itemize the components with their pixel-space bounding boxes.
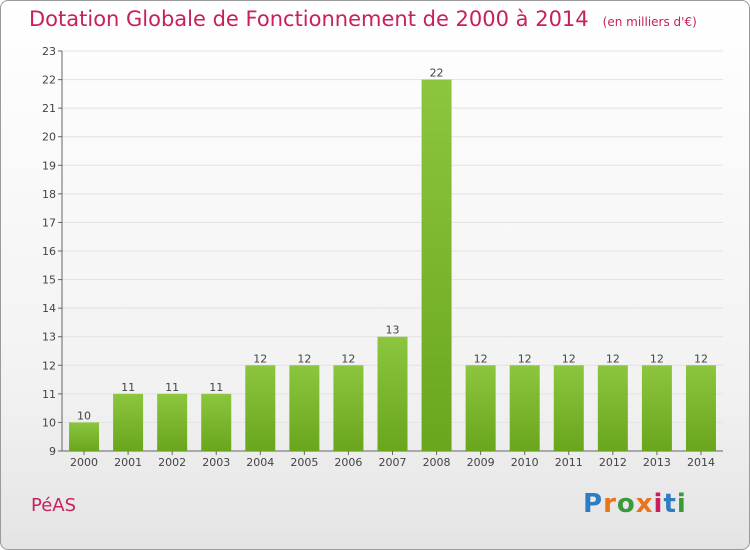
bar-2005 xyxy=(289,365,320,451)
bar-2008 xyxy=(421,79,452,452)
y-tick-label: 22 xyxy=(42,74,56,87)
x-tick-label: 2009 xyxy=(467,456,495,469)
chart-title-text: Dotation Globale de Fonctionnement de 20… xyxy=(29,7,589,31)
x-tick-label: 2000 xyxy=(70,456,98,469)
logo-letter: i xyxy=(653,489,664,519)
x-tick-label: 2013 xyxy=(643,456,671,469)
x-tick-label: 2002 xyxy=(158,456,186,469)
y-tick-label: 9 xyxy=(49,445,56,458)
bar-value-label: 12 xyxy=(606,352,620,365)
y-tick-label: 20 xyxy=(42,131,56,144)
bar-value-label: 12 xyxy=(694,352,708,365)
bar-2012 xyxy=(597,365,628,451)
y-tick-label: 23 xyxy=(42,45,56,58)
proxiti-logo[interactable]: Proxiti xyxy=(583,489,687,519)
bar-2009 xyxy=(465,365,496,451)
y-tick-label: 15 xyxy=(42,274,56,287)
bar-value-label: 12 xyxy=(297,352,311,365)
bar-value-label: 12 xyxy=(253,352,267,365)
y-tick-label: 10 xyxy=(42,416,56,429)
x-tick-label: 2003 xyxy=(202,456,230,469)
x-tick-label: 2005 xyxy=(290,456,318,469)
bar-layer: 10 11 11 11 12 12 12 13 22 12 12 12 12 12 12 xyxy=(69,67,716,452)
y-tick-label: 14 xyxy=(42,302,56,315)
chart-title: Dotation Globale de Fonctionnement de 20… xyxy=(29,7,697,31)
chart-unit: (en milliers d'€) xyxy=(602,15,697,29)
y-tick-label: 21 xyxy=(42,102,56,115)
bar-value-label: 13 xyxy=(386,324,400,337)
x-tick-label: 2007 xyxy=(379,456,407,469)
x-tick-label: 2010 xyxy=(511,456,539,469)
logo-letter: o xyxy=(616,489,636,519)
bar-2006 xyxy=(333,365,364,451)
bar-value-label: 11 xyxy=(209,381,223,394)
logo-letter: P xyxy=(583,489,604,519)
bar-2014 xyxy=(685,365,716,451)
bar-value-label: 22 xyxy=(430,67,444,80)
commune-name: PéAS xyxy=(31,495,77,516)
y-tick-label: 17 xyxy=(42,216,56,229)
bar-value-label: 11 xyxy=(121,381,135,394)
logo-letter: t xyxy=(663,489,677,519)
y-tick-label: 13 xyxy=(42,331,56,344)
bar-2011 xyxy=(553,365,584,451)
bar-value-label: 12 xyxy=(518,352,532,365)
y-tick-label: 16 xyxy=(42,245,56,258)
bar-value-label: 11 xyxy=(165,381,179,394)
logo-letter: r xyxy=(603,489,617,519)
y-tick-label: 11 xyxy=(42,388,56,401)
x-tick-label: 2001 xyxy=(114,456,142,469)
bar-2001 xyxy=(113,393,144,451)
bar-2010 xyxy=(509,365,540,451)
bar-2003 xyxy=(201,393,232,451)
x-tick-label: 2014 xyxy=(687,456,715,469)
logo-letter: x xyxy=(635,489,654,519)
bar-value-label: 12 xyxy=(562,352,576,365)
bar-2007 xyxy=(377,336,408,451)
bar-2000 xyxy=(69,422,100,451)
x-tick-label: 2004 xyxy=(246,456,274,469)
y-tick-label: 18 xyxy=(42,188,56,201)
logo-letter: i xyxy=(676,489,687,519)
bar-2013 xyxy=(641,365,672,451)
x-tick-label: 2012 xyxy=(599,456,627,469)
bar-2004 xyxy=(245,365,276,451)
bar-value-label: 12 xyxy=(341,352,355,365)
x-tick-label: 2008 xyxy=(423,456,451,469)
x-tick-label: 2011 xyxy=(555,456,583,469)
bar-value-label: 12 xyxy=(474,352,488,365)
x-tick-label: 2006 xyxy=(334,456,362,469)
y-tick-label: 19 xyxy=(42,159,56,172)
bar-value-label: 10 xyxy=(77,409,91,422)
y-tick-label: 12 xyxy=(42,359,56,372)
bar-value-label: 12 xyxy=(650,352,664,365)
bar-2002 xyxy=(157,393,188,451)
